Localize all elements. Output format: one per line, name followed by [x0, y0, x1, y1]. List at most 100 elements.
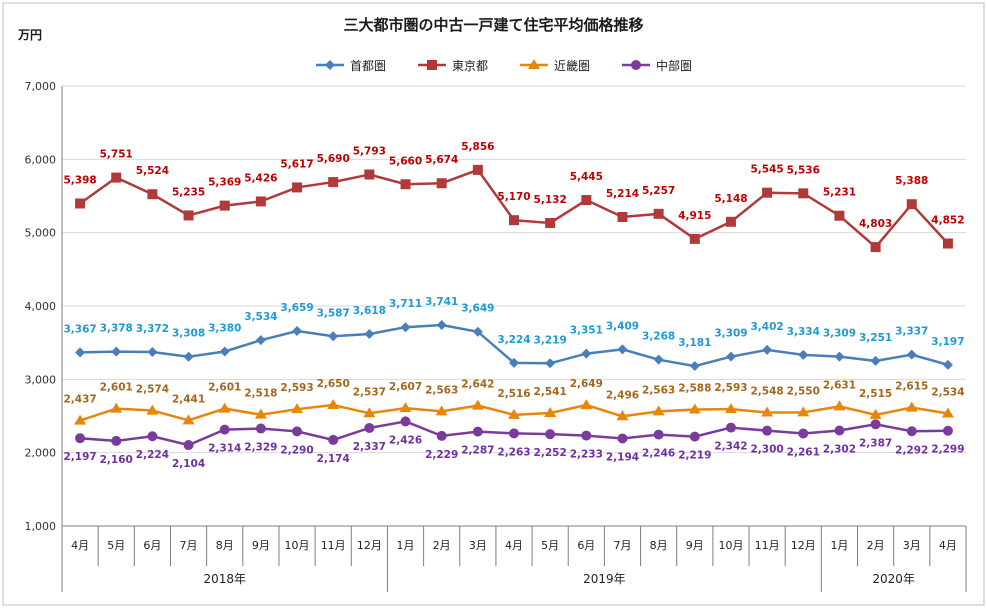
data-point	[870, 419, 881, 430]
data-point	[292, 426, 303, 437]
data-label: 2,574	[136, 384, 169, 396]
data-point	[653, 354, 664, 365]
data-point	[617, 211, 628, 222]
data-point	[183, 351, 194, 362]
data-label: 2,548	[751, 385, 784, 397]
y-unit-label: 万円	[18, 28, 43, 42]
data-point	[617, 433, 628, 444]
data-point	[834, 351, 845, 362]
data-point	[74, 414, 87, 425]
data-point	[798, 428, 809, 439]
chart-title: 三大都市圏の中古一戸建て住宅平均価格推移	[343, 16, 644, 34]
data-label: 2,233	[570, 449, 603, 461]
data-point	[364, 329, 375, 340]
data-label: 5,170	[497, 191, 530, 203]
x-tick-label: 10月	[718, 539, 743, 552]
data-label: 2,104	[172, 458, 205, 470]
data-label: 2,534	[931, 387, 964, 399]
data-label: 2,219	[678, 450, 711, 462]
data-label: 3,649	[461, 303, 494, 315]
data-label: 2,342	[714, 441, 747, 453]
data-label: 4,803	[859, 218, 892, 230]
data-label: 2,563	[642, 384, 675, 396]
data-label: 2,537	[353, 386, 386, 398]
y-tick-label: 1,000	[25, 520, 57, 533]
data-label: 5,856	[461, 141, 494, 153]
data-point	[725, 422, 736, 433]
data-point	[762, 344, 773, 355]
data-point	[761, 406, 774, 417]
data-point	[906, 426, 917, 437]
data-label: 2,261	[787, 447, 820, 459]
data-point	[508, 408, 520, 419]
year-label: 2020年	[872, 572, 915, 586]
data-label: 3,618	[353, 305, 386, 317]
x-tick-label: 11月	[755, 539, 780, 552]
data-point	[652, 405, 665, 416]
data-point	[509, 215, 519, 226]
x-tick-label: 9月	[686, 539, 704, 552]
data-label: 3,224	[497, 334, 530, 346]
data-label: 2,302	[823, 444, 856, 456]
data-label: 2,516	[497, 388, 530, 400]
data-point	[75, 433, 86, 444]
data-label: 2,615	[895, 381, 928, 393]
data-label: 2,300	[751, 444, 784, 456]
data-point	[292, 326, 303, 337]
data-label: 5,445	[570, 171, 603, 183]
data-point	[183, 210, 194, 221]
data-label: 2,631	[823, 379, 856, 391]
data-label: 2,337	[353, 441, 386, 453]
year-label: 2019年	[583, 572, 626, 586]
data-label: 2,607	[389, 381, 422, 393]
data-point	[218, 402, 231, 413]
data-point	[400, 322, 411, 333]
data-point	[545, 429, 556, 440]
data-label: 5,235	[172, 186, 205, 198]
data-point	[472, 326, 483, 337]
x-tick-label: 5月	[541, 539, 559, 552]
data-label: 5,426	[244, 172, 277, 184]
data-point	[762, 187, 773, 198]
data-point	[364, 422, 375, 433]
y-tick-label: 2,000	[25, 447, 57, 460]
x-tick-label: 7月	[613, 539, 631, 552]
data-label: 2,642	[461, 379, 494, 391]
data-point	[689, 431, 700, 442]
data-point	[471, 399, 484, 410]
data-label: 5,545	[751, 164, 784, 176]
data-label: 3,251	[859, 332, 892, 344]
data-point	[182, 414, 195, 425]
data-point	[219, 346, 230, 357]
data-label: 5,257	[642, 185, 675, 197]
x-tick-label: 8月	[216, 539, 234, 552]
data-point	[436, 319, 447, 330]
data-point	[545, 217, 556, 228]
data-label: 2,563	[425, 384, 458, 396]
data-point	[545, 358, 556, 369]
x-tick-label: 11月	[321, 539, 346, 552]
data-label: 2,194	[606, 451, 639, 463]
data-point	[942, 359, 953, 370]
data-point	[906, 199, 917, 210]
data-label: 3,337	[895, 326, 928, 338]
data-point	[111, 435, 122, 446]
legend-label: 東京都	[452, 59, 488, 73]
data-label: 3,334	[787, 326, 820, 338]
legend-marker	[631, 60, 641, 70]
data-label: 2,441	[172, 393, 205, 405]
data-label: 5,751	[100, 149, 133, 161]
data-point	[435, 405, 448, 416]
data-label: 5,660	[389, 155, 422, 167]
data-point	[653, 429, 664, 440]
data-label: 2,387	[859, 437, 892, 449]
data-point	[436, 178, 447, 189]
data-label: 3,308	[172, 328, 205, 340]
data-label: 2,426	[389, 434, 422, 446]
data-label: 5,369	[208, 177, 241, 189]
x-tick-label: 12月	[357, 539, 382, 552]
data-label: 3,659	[280, 302, 313, 314]
data-label: 2,252	[534, 447, 567, 459]
data-label: 2,287	[461, 445, 494, 457]
data-point	[580, 399, 593, 410]
